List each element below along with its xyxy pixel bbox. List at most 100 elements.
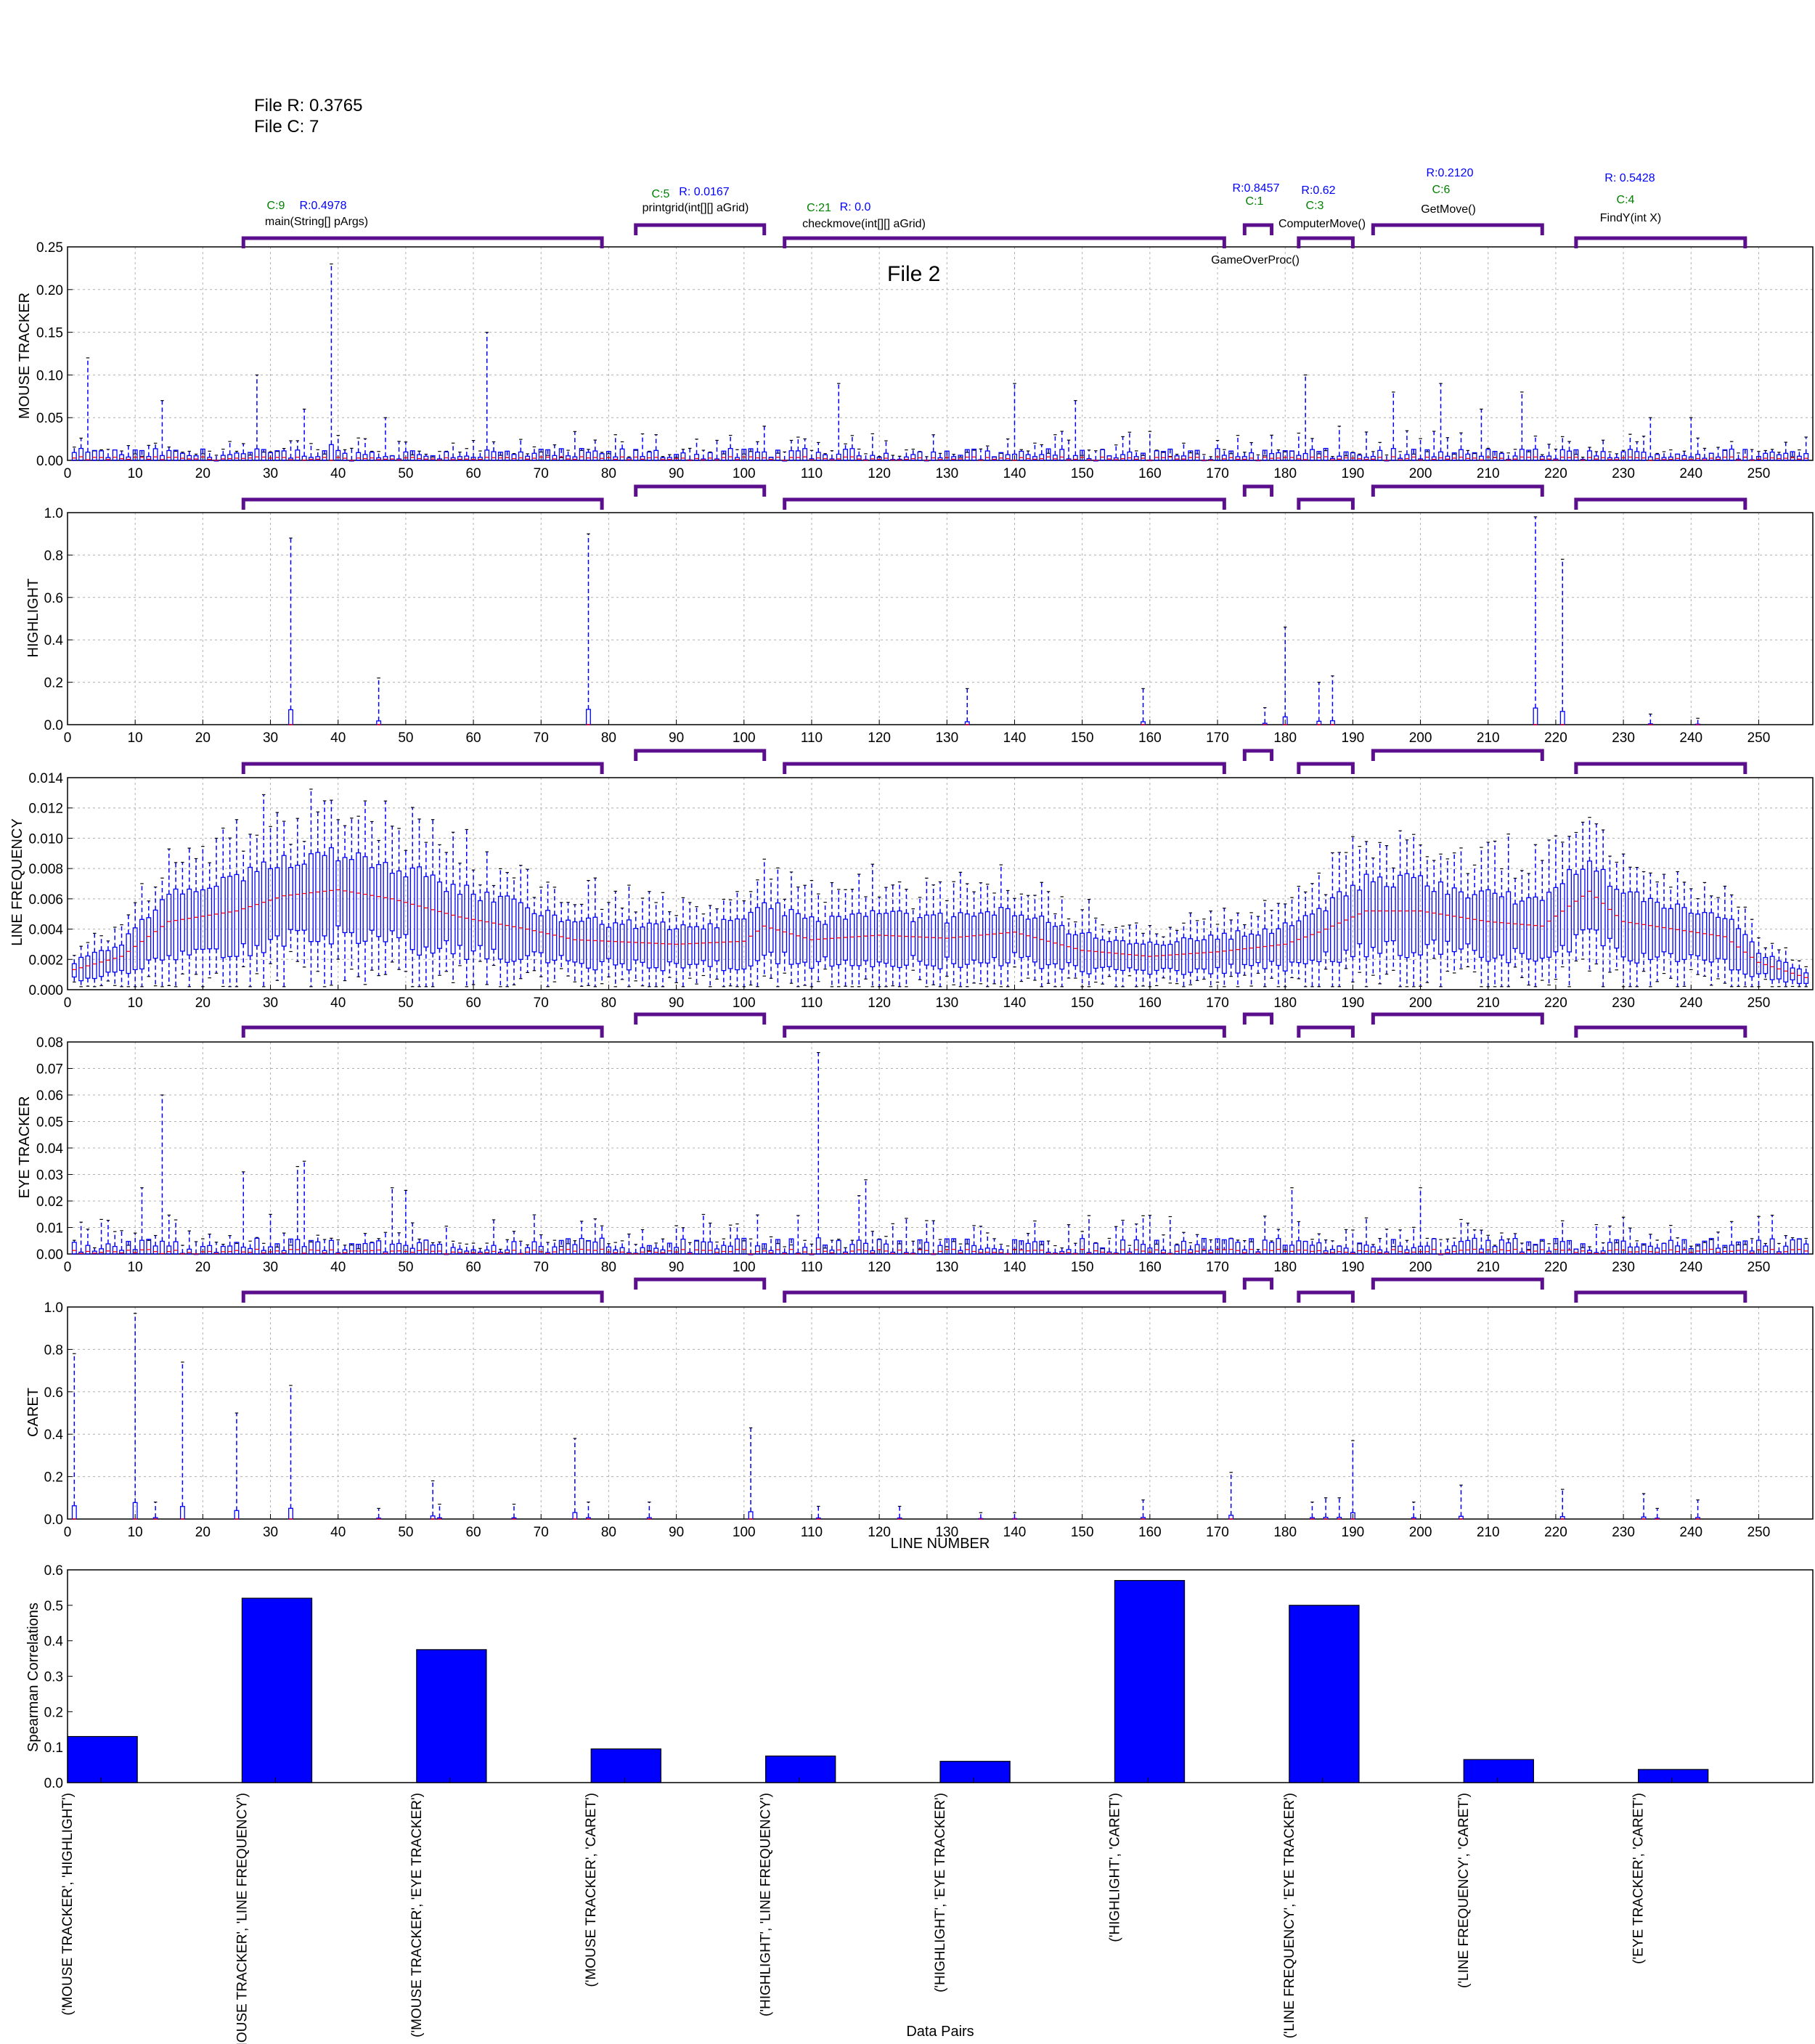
x-tick-label: 110	[801, 995, 823, 1011]
x-tick-label: 190	[1342, 466, 1365, 481]
box-body	[1262, 1239, 1268, 1255]
line-frequency-ylabel: LINE FREQUENCY	[9, 818, 25, 946]
box-body	[1357, 455, 1363, 461]
box-body	[923, 914, 929, 966]
box-body	[856, 455, 862, 461]
box-body	[85, 1245, 91, 1255]
box-body	[1729, 919, 1734, 971]
box-body	[457, 1248, 462, 1255]
box-body	[707, 923, 713, 967]
x-tick-label: 0	[64, 466, 72, 481]
box-body	[586, 709, 591, 725]
box-body	[1580, 1243, 1586, 1255]
box-body	[497, 452, 503, 461]
box-body	[1269, 1242, 1275, 1255]
x-tick-label: 140	[1003, 1260, 1027, 1275]
box-body	[1492, 892, 1498, 959]
method-bracket	[783, 762, 1226, 774]
box-body	[1249, 933, 1255, 966]
x-tick-label: 120	[868, 466, 891, 481]
box-body	[1681, 907, 1687, 961]
box-body	[599, 924, 605, 962]
box-body	[409, 1247, 415, 1255]
box-body	[592, 450, 598, 461]
box-body	[1147, 1247, 1153, 1255]
box-body	[1329, 1249, 1335, 1255]
box-body	[1019, 450, 1024, 461]
x-tick-label: 70	[534, 995, 549, 1011]
box-body	[1641, 900, 1647, 954]
y-tick-label: 0.008	[28, 862, 63, 877]
box-body	[1025, 1242, 1031, 1255]
x-tick-label: 90	[669, 1260, 684, 1275]
x-tick-label: 150	[1071, 730, 1094, 746]
box-body	[1526, 897, 1532, 960]
box-body	[795, 450, 801, 461]
box-body	[322, 450, 327, 461]
box-body	[876, 913, 882, 963]
x-tick-label: 30	[263, 1260, 278, 1275]
box-body	[484, 892, 490, 960]
box-body	[1708, 452, 1714, 461]
box-body	[633, 927, 639, 961]
box-body	[754, 452, 760, 461]
box-body	[1418, 875, 1424, 956]
box-body	[470, 893, 476, 952]
box-body	[430, 874, 436, 954]
x-tick-label: 70	[534, 466, 549, 481]
box-body	[836, 916, 841, 966]
plot-frame	[67, 1041, 1814, 1255]
box-body	[903, 456, 909, 461]
box-body	[1032, 1241, 1037, 1255]
y-tick-label: 0.8	[44, 548, 63, 563]
box-body	[1478, 890, 1484, 958]
box-body	[132, 449, 138, 461]
x-tick-label: 160	[1138, 730, 1162, 746]
x-tick-label: 220	[1544, 995, 1567, 1011]
box-body	[477, 900, 483, 946]
box-body	[735, 457, 740, 461]
box-body	[389, 455, 395, 461]
box-body	[586, 452, 591, 461]
box-body	[572, 1244, 578, 1255]
box-body	[200, 448, 205, 461]
box-body	[1587, 860, 1592, 930]
box-body	[762, 451, 767, 461]
box-body	[1512, 455, 1518, 461]
box-body	[694, 454, 700, 461]
box-body	[1512, 903, 1518, 949]
box-body	[119, 944, 124, 972]
box-body	[903, 913, 909, 966]
box-body	[951, 456, 957, 461]
box-body	[910, 921, 916, 956]
box-body	[1039, 454, 1045, 461]
method-bracket	[1574, 236, 1747, 248]
box-body	[1080, 449, 1085, 461]
box-body	[1742, 934, 1748, 975]
box-body	[518, 451, 523, 461]
y-tick-label: 0.000	[28, 983, 63, 998]
x-tick-label: 170	[1206, 995, 1229, 1011]
box-body	[362, 454, 368, 461]
box-body	[376, 457, 382, 461]
box-body	[1194, 940, 1200, 969]
box-body	[1235, 930, 1241, 974]
box-body	[1052, 455, 1058, 461]
box-body	[1363, 874, 1369, 958]
box-body	[268, 452, 273, 461]
box-body	[1167, 448, 1173, 461]
box-body	[505, 1249, 510, 1255]
box-body	[1228, 450, 1234, 461]
box-body	[538, 449, 544, 461]
box-body	[119, 1250, 124, 1255]
box-body	[356, 852, 362, 944]
box-body	[152, 909, 158, 959]
box-body	[815, 452, 821, 461]
box-body	[1019, 914, 1024, 958]
box-body	[666, 1242, 672, 1255]
box-body	[1180, 455, 1186, 461]
box-body	[788, 450, 794, 461]
x-tick-label: 90	[669, 466, 684, 481]
box-body	[389, 1243, 395, 1255]
box-body	[1438, 451, 1443, 461]
